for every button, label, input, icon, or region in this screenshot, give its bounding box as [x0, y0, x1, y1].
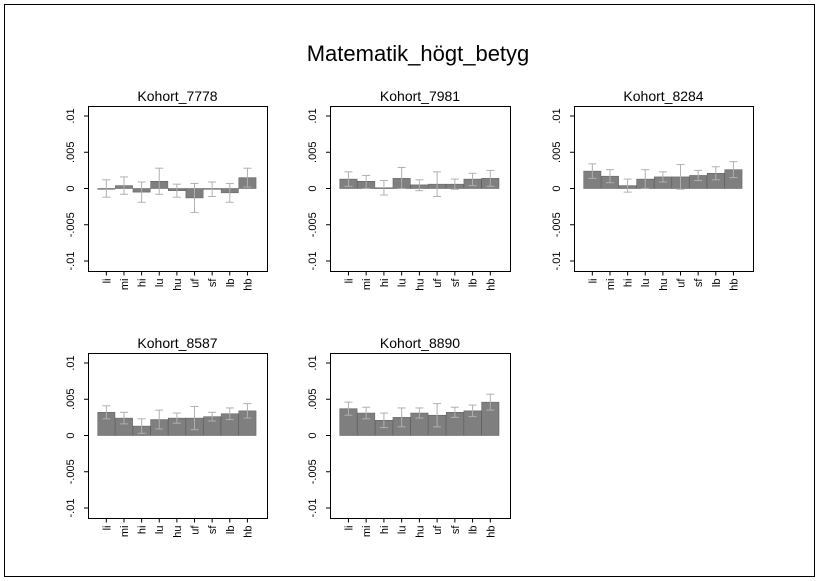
x-tick-label: li [101, 279, 113, 284]
x-tick-label: mi [119, 526, 131, 538]
x-tick-label: mi [605, 279, 617, 291]
x-tick-label: hi [379, 526, 391, 535]
y-tick-label: .005 [65, 142, 77, 163]
x-tick-label: li [101, 526, 113, 531]
x-tick-label: hb [242, 526, 254, 538]
y-tick-label: -.01 [551, 252, 563, 271]
panel-4: Kohort_8890 -.01 -.005 0 .005 .01 li mi hi lu hu uf… [307, 335, 511, 538]
y-tick-label: .01 [307, 108, 319, 123]
x-tick-label: li [343, 526, 355, 531]
x-tick-label: sf [450, 525, 462, 535]
y-tick-label: 0 [65, 185, 77, 191]
x-tick-label: lu [154, 526, 166, 535]
y-tick-label: -.01 [65, 499, 77, 518]
x-tick-label: uf [432, 525, 444, 535]
x-tick-label: uf [432, 278, 444, 288]
x-tick-label: mi [361, 526, 373, 538]
x-tick-label: lu [640, 279, 652, 288]
y-tick-label: -.01 [307, 252, 319, 271]
y-tick-label: -.005 [307, 459, 319, 484]
panel-3: Kohort_8587 -.01 -.005 0 .005 .01 li mi hi lu hu uf… [65, 335, 268, 538]
panel-title: Kohort_7981 [380, 88, 460, 104]
x-tick-label: mi [361, 279, 373, 291]
y-tick-label: 0 [551, 185, 563, 191]
y-tick-label: 0 [65, 432, 77, 438]
panel-2: Kohort_8284 -.01 -.005 0 .005 .01 li mi hi lu hu uf… [551, 88, 754, 291]
x-tick-label: lu [397, 279, 409, 288]
x-tick-label: sf [207, 525, 219, 535]
y-tick-label: -.01 [65, 252, 77, 271]
y-tick-label: .01 [307, 355, 319, 370]
x-tick-label: lb [225, 526, 237, 535]
x-tick-label: li [587, 279, 599, 284]
panel-title: Kohort_8284 [623, 88, 703, 104]
y-tick-label: .01 [551, 108, 563, 123]
plot-area [574, 106, 754, 272]
x-tick-label: lb [468, 526, 480, 535]
y-tick-label: .01 [65, 355, 77, 370]
x-tick-label: hu [414, 279, 426, 291]
x-tick-label: lb [711, 279, 723, 288]
y-tick-label: .005 [65, 389, 77, 410]
plot-area [330, 353, 511, 519]
x-tick-label: hu [172, 526, 184, 538]
x-tick-label: hb [242, 279, 254, 291]
y-tick-label: 0 [307, 432, 319, 438]
x-tick-label: hb [485, 526, 497, 538]
x-tick-label: lu [397, 526, 409, 535]
plot-area [330, 106, 511, 272]
y-tick-label: -.005 [551, 212, 563, 237]
panel-1: Kohort_7981 -.01 -.005 0 .005 .01 li mi hi lu hu uf… [307, 88, 511, 291]
panel-title: Kohort_8890 [380, 335, 460, 351]
panel-title: Kohort_7778 [137, 88, 217, 104]
x-tick-label: hi [137, 526, 149, 535]
x-tick-label: li [343, 279, 355, 284]
x-tick-label: hb [485, 279, 497, 291]
y-tick-label: .01 [65, 108, 77, 123]
x-tick-label: hu [658, 279, 670, 291]
x-tick-label: hu [414, 526, 426, 538]
x-tick-label: hi [623, 279, 635, 288]
y-tick-label: -.005 [65, 212, 77, 237]
x-tick-label: uf [190, 278, 202, 288]
y-tick-label: .005 [307, 142, 319, 163]
y-tick-label: -.01 [307, 499, 319, 518]
x-tick-label: uf [676, 278, 688, 288]
x-tick-label: sf [450, 278, 462, 288]
x-tick-label: hi [379, 279, 391, 288]
y-tick-label: 0 [307, 185, 319, 191]
x-tick-label: lb [468, 279, 480, 288]
plot-area [88, 353, 268, 519]
x-tick-label: hi [137, 279, 149, 288]
y-tick-label: -.005 [307, 212, 319, 237]
panel-title: Kohort_8587 [137, 335, 217, 351]
x-tick-label: mi [119, 279, 131, 291]
y-tick-label: .005 [551, 142, 563, 163]
x-tick-label: sf [693, 278, 705, 288]
x-tick-label: uf [190, 525, 202, 535]
x-tick-label: lu [154, 279, 166, 288]
y-tick-label: .005 [307, 389, 319, 410]
x-tick-label: hb [728, 279, 740, 291]
x-tick-label: hu [172, 279, 184, 291]
figure-title: Matematik_högt_betyg [307, 41, 530, 66]
x-tick-label: sf [207, 278, 219, 288]
x-tick-label: lb [225, 279, 237, 288]
y-tick-label: -.005 [65, 459, 77, 484]
panel-0: Kohort_7778 -.01 -.005 0 .005 .01 li mi hi lu hu uf… [65, 88, 268, 291]
